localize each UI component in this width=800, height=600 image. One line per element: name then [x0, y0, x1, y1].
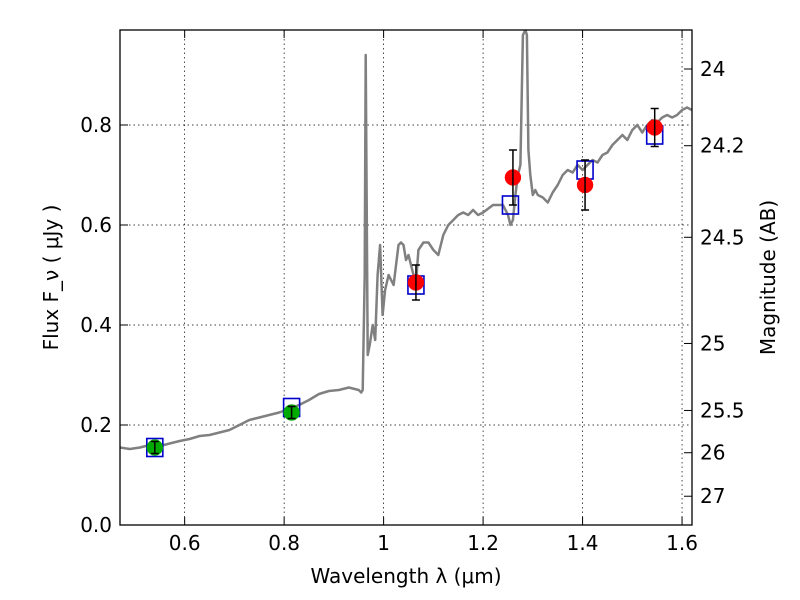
x-tick-label: 0.6	[169, 531, 201, 555]
mag-tick-label: 24	[700, 57, 725, 81]
y-axis-right-title: Magnitude (AB)	[756, 200, 780, 355]
x-tick-label: 1.4	[567, 531, 599, 555]
x-axis-title: Wavelength λ (μm)	[310, 564, 501, 588]
mag-tick-label: 24.2	[700, 134, 745, 158]
mag-tick-label: 27	[700, 484, 725, 508]
spectrum-layer	[120, 30, 692, 451]
axis-ticks: 0.6 0.8 1 1.2 1.4 1.6 0.0 0.2 0.4 0.6 0.8 24 24.2 24.…	[80, 30, 745, 555]
y-tick-label: 0.0	[80, 513, 112, 537]
plot-frame	[119, 29, 693, 526]
x-tick-label: 1.6	[666, 531, 698, 555]
photometry-layer	[146, 107, 664, 458]
mag-tick-label: 25.5	[700, 398, 745, 422]
x-tick-label: 0.8	[268, 531, 300, 555]
x-tick-label: 1	[377, 531, 390, 555]
mag-tick-label: 25	[700, 331, 725, 355]
mag-tick-label: 24.5	[700, 225, 745, 249]
x-tick-label: 1.2	[467, 531, 499, 555]
y-axis-title: Flux F_ν ( μJy )	[39, 205, 63, 351]
y-tick-label: 0.2	[80, 413, 112, 437]
y-tick-label: 0.4	[80, 313, 112, 337]
y-tick-label: 0.8	[80, 113, 112, 137]
grid-lines	[120, 30, 692, 526]
model-square	[501, 195, 520, 215]
spectrum-line	[120, 30, 692, 451]
mag-tick-label: 26	[700, 441, 725, 465]
y-tick-label: 0.6	[80, 213, 112, 237]
